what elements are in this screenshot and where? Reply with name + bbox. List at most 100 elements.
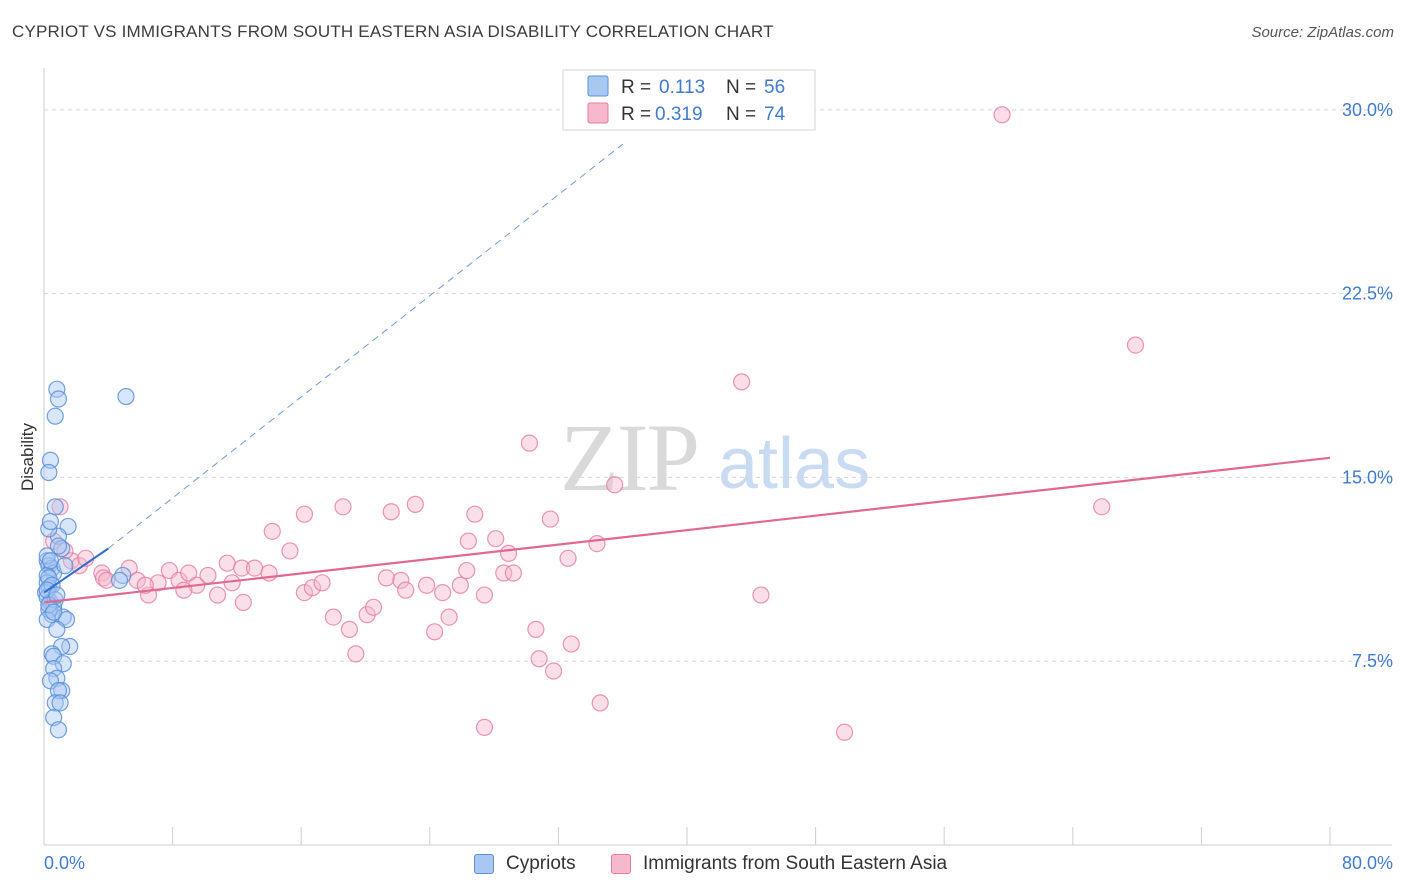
series-legend: Cypriots Immigrants from South Eastern A… — [0, 850, 1406, 880]
legend-label-immigrants: Immigrants from South Eastern Asia — [643, 853, 948, 874]
blue-data-point — [49, 537, 68, 555]
pink-data-point — [347, 645, 365, 663]
blue-data-point — [41, 512, 60, 531]
pink-data-point — [175, 581, 193, 599]
blue-data-point — [41, 552, 60, 570]
blue-data-point — [54, 655, 72, 673]
blue-data-point — [110, 571, 129, 589]
pink-data-point — [281, 542, 299, 560]
pink-data-point — [544, 662, 563, 680]
watermark-zip: ZIP — [560, 404, 698, 511]
pink-data-point — [562, 635, 580, 653]
pink-data-point — [520, 434, 539, 452]
watermark-atlas: atlas — [718, 424, 870, 504]
pink-data-point — [434, 584, 452, 602]
pink-data-point — [752, 586, 770, 604]
pink-data-point — [426, 623, 444, 641]
blue-series-points — [37, 380, 135, 739]
stats-n-label-pink: N = — [726, 104, 756, 125]
pink-data-point — [233, 559, 251, 577]
blue-data-point — [49, 390, 68, 408]
pink-data-point — [733, 373, 751, 391]
stats-n-value-pink: 74 — [764, 104, 786, 125]
stats-r-label-blue: R = — [621, 77, 651, 98]
legend-item-immigrants[interactable]: Immigrants from South Eastern Asia — [611, 853, 947, 875]
pink-data-point — [209, 586, 227, 604]
pink-data-point — [295, 505, 314, 523]
pink-data-point — [499, 544, 518, 562]
pink-data-point — [324, 608, 342, 626]
stats-r-value-pink: 0.319 — [655, 104, 703, 125]
pink-data-point — [263, 522, 281, 540]
blue-data-point — [48, 620, 66, 638]
y-axis-title: Disability — [18, 422, 37, 491]
pink-data-point — [591, 694, 609, 712]
pink-data-point — [588, 534, 606, 553]
grid-lines — [44, 109, 1392, 662]
blue-data-point — [46, 498, 64, 516]
y-tick-label: 15.0% — [1342, 467, 1393, 487]
blue-data-point — [38, 547, 56, 565]
pink-series-points — [45, 106, 1145, 741]
pink-data-point — [180, 564, 198, 582]
blue-data-point — [114, 566, 132, 585]
stats-legend-swatch-pink — [587, 102, 609, 124]
pink-data-point — [993, 106, 1011, 124]
pink-data-point — [295, 584, 314, 602]
pink-data-point — [334, 498, 352, 516]
blue-trend-extrapolated — [107, 143, 624, 549]
pink-data-point — [440, 608, 458, 626]
legend-item-cypriots[interactable]: Cypriots — [474, 853, 576, 875]
pink-data-point — [487, 530, 505, 548]
pink-data-point — [606, 476, 624, 494]
stats-n-label-blue: N = — [726, 77, 756, 98]
pink-data-point — [475, 586, 494, 604]
pink-data-point — [541, 510, 559, 528]
stats-r-value-blue: 0.113 — [659, 77, 705, 98]
pink-data-point — [377, 569, 395, 587]
legend-label-cypriots: Cypriots — [506, 853, 576, 874]
blue-data-point — [45, 603, 63, 621]
blue-data-point — [49, 721, 68, 739]
pink-data-point — [406, 495, 424, 513]
blue-data-point — [46, 694, 64, 712]
pink-trend-line — [43, 456, 1331, 604]
pink-data-point — [364, 598, 383, 616]
pink-data-point — [149, 574, 167, 592]
pink-data-point — [504, 564, 522, 582]
pink-data-point — [303, 579, 322, 597]
blue-trend-line — [43, 547, 109, 594]
blue-data-point — [56, 557, 74, 575]
x-tick-label-max: 80.0% — [1342, 853, 1393, 873]
x-tick-label-min: 0.0% — [44, 853, 85, 873]
pink-data-point — [234, 593, 252, 612]
stats-r-label-pink: R = — [621, 104, 651, 125]
pink-data-point — [530, 650, 548, 668]
stats-legend-swatch-blue — [587, 75, 609, 97]
pink-data-point — [459, 532, 477, 550]
pink-data-point — [835, 723, 854, 741]
pink-data-point — [199, 566, 217, 585]
pink-data-point — [527, 620, 545, 638]
blue-data-point — [48, 586, 66, 604]
blue-data-point — [53, 539, 71, 558]
pink-data-point — [559, 549, 577, 567]
pink-data-point — [245, 559, 264, 577]
pink-data-point — [495, 564, 513, 582]
blue-data-point — [117, 387, 135, 406]
stats-n-value-blue: 56 — [764, 77, 785, 98]
pink-data-point — [51, 498, 69, 516]
blue-data-point — [51, 694, 69, 712]
pink-data-point — [98, 571, 116, 589]
y-tick-label: 7.5% — [1352, 651, 1393, 671]
blue-data-point — [46, 407, 64, 425]
pink-data-point — [1093, 498, 1111, 516]
trend-lines — [43, 143, 1331, 604]
legend-swatch-immigrants — [611, 854, 631, 874]
y-tick-label: 30.0% — [1342, 100, 1393, 120]
axis-labels: 7.5% 15.0% 22.5% 30.0% 0.0% 80.0% — [44, 100, 1393, 873]
legend-swatch-cypriots — [474, 854, 494, 874]
blue-data-point — [40, 463, 58, 482]
pink-data-point — [397, 581, 415, 599]
